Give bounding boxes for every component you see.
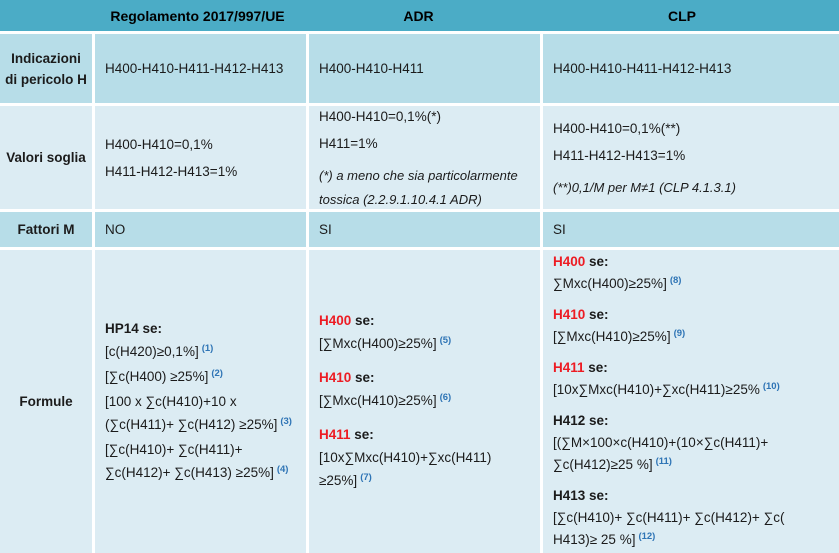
header-regolamento: Regolamento 2017/997/UE: [110, 7, 285, 24]
text-line: H411-H412-H413=1%: [105, 163, 238, 179]
hazard-code: H410: [319, 370, 352, 385]
formula-line: [∑c(H410)+ ∑c(H411)+: [105, 442, 243, 457]
formula-block: H400 se: ∑Mxc(H400)≥25%] (8): [553, 251, 829, 297]
cell-formule-regolamento: HP14 se: [c(H420)≥0,1%] (1) [∑c(H400) ≥25%]…: [95, 250, 306, 553]
row-label-formule: Formule: [0, 250, 92, 553]
table-header-row: Regolamento 2017/997/UE ADR CLP: [0, 0, 839, 31]
hazard-code: H410: [553, 306, 586, 322]
formula-line: ∑c(H412)+ ∑c(H413) ≥25%] (4): [105, 464, 289, 480]
formula-heading: HP14 se:: [105, 317, 296, 340]
text-line: (**)0,1/M per M≠1 (CLP 4.1.3.1): [553, 180, 736, 195]
formula-line: [10x∑Mxc(H410)+∑xc(H411): [319, 450, 492, 465]
heading-suffix: se:: [351, 313, 375, 328]
text-line: H400-H410=0,1%(**): [553, 121, 681, 136]
footnote-ref: (6): [439, 392, 452, 403]
heading-suffix: se:: [585, 306, 609, 322]
footnote-ref: (4): [276, 464, 289, 475]
formula-line: [∑c(H410)+ ∑c(H411)+ ∑c(H412)+ ∑c(: [553, 509, 785, 525]
heading-suffix: se:: [585, 412, 609, 428]
formula-heading: H411 se:: [319, 423, 530, 446]
formula-block: H412 se: [(∑M×100×c(H410)+(10×∑c(H411)+ ∑c…: [553, 410, 829, 478]
cell-indicazioni-regolamento: H400-H410-H411-H412-H413: [95, 34, 306, 103]
formula-line: ∑Mxc(H400)≥25%] (8): [553, 274, 682, 291]
formula-block: H413 se: [∑c(H410)+ ∑c(H411)+ ∑c(H412)+ ∑…: [553, 485, 829, 553]
heading-suffix: se:: [351, 370, 375, 385]
footnote-ref: (8): [669, 274, 682, 286]
footnote-ref: (7): [360, 472, 372, 483]
hazard-code: HP14: [105, 321, 139, 336]
cell-indicazioni-adr: H400-H410-H411: [309, 34, 540, 103]
footnote-ref: (3): [280, 416, 292, 427]
hazard-code: H411: [553, 359, 585, 375]
heading-suffix: se:: [585, 253, 609, 269]
footnote-ref: (10): [762, 380, 780, 392]
row-label-valori-soglia: Valori soglia: [0, 106, 92, 209]
cell-formule-adr: H400 se: [∑Mxc(H400)≥25%] (5) H410 se: [∑Mxc…: [309, 250, 540, 553]
cell-fattori-regolamento: NO: [95, 212, 306, 247]
formula-block: H410 se: [∑Mxc(H410)≥25%] (9): [553, 304, 829, 350]
hazard-code: H413: [553, 487, 586, 503]
formula-line: [∑Mxc(H410)≥25%] (9): [553, 327, 686, 344]
formula-line: [100 x ∑c(H410)+10 x: [105, 394, 237, 409]
formula-heading: H411 se:: [553, 357, 829, 379]
heading-suffix: se:: [584, 359, 608, 375]
formula-heading: H410 se:: [319, 366, 530, 389]
formula-block: H400 se: [∑Mxc(H400)≥25%] (5): [319, 309, 530, 357]
text-line: H400-H410=0,1%: [105, 136, 213, 152]
cell-valori-regolamento: H400-H410=0,1% H411-H412-H413=1%: [95, 106, 306, 209]
header-clp: CLP: [668, 7, 696, 24]
formula-line: [10x∑Mxc(H410)+∑xc(H411)≥25% (10): [553, 380, 780, 397]
text-line: H400-H410=0,1%(*): [319, 109, 441, 124]
header-adr: ADR: [403, 7, 434, 24]
formula-line: [c(H420)≥0,1%] (1): [105, 343, 214, 359]
row-label-fattori-m: Fattori M: [0, 212, 92, 247]
formula-heading: H413 se:: [553, 485, 829, 507]
footnote-ref: (5): [439, 335, 452, 346]
formula-heading: H400 se:: [553, 251, 829, 273]
row-label-indicazioni: Indicazioni di pericolo H: [0, 34, 92, 103]
formula-line: H413)≥ 25 %] (12): [553, 530, 656, 547]
footnote-text: (*) a meno che sia particolarmente tossic…: [319, 164, 530, 209]
text-line: tossica (2.2.9.1.10.4.1 ADR): [319, 192, 482, 207]
cell-indicazioni-clp: H400-H410-H411-H412-H413: [543, 34, 839, 103]
formula-line: ∑c(H412)≥25 %] (11): [553, 455, 672, 472]
cell-fattori-clp: SI: [543, 212, 839, 247]
footnote-ref: (12): [638, 530, 656, 542]
cell-valori-adr: H400-H410=0,1%(*) H411=1% (*) a meno che s…: [309, 106, 540, 209]
formula-heading: H412 se:: [553, 410, 829, 432]
text-line: H411=1%: [319, 136, 378, 151]
formula-line: [∑Mxc(H410)≥25%] (6): [319, 392, 452, 408]
heading-suffix: se:: [585, 487, 609, 503]
formula-heading: H410 se:: [553, 304, 829, 326]
hazard-code: H400: [319, 313, 352, 328]
formula-heading: H400 se:: [319, 309, 530, 332]
footnote-ref: (11): [655, 455, 672, 467]
formula-block: HP14 se: [c(H420)≥0,1%] (1) [∑c(H400) ≥25%]…: [105, 317, 296, 486]
text-line: (*) a meno che sia particolarmente: [319, 168, 518, 183]
formula-line: [(∑M×100×c(H410)+(10×∑c(H411)+: [553, 434, 769, 450]
formula-line: [∑Mxc(H400)≥25%] (5): [319, 335, 452, 351]
footnote-ref: (2): [211, 368, 223, 379]
formula-block: H410 se: [∑Mxc(H410)≥25%] (6): [319, 366, 530, 414]
formula-line: ≥25%] (7): [319, 472, 372, 488]
footnote-ref: (9): [673, 327, 686, 339]
hazard-code: H400: [553, 253, 586, 269]
heading-suffix: se:: [350, 427, 374, 442]
hazard-code: H412: [553, 412, 586, 428]
formula-block: H411 se: [10x∑Mxc(H410)+∑xc(H411)≥25% (10): [553, 357, 829, 403]
footnote-text: (**)0,1/M per M≠1 (CLP 4.1.3.1): [553, 176, 829, 200]
cell-fattori-adr: SI: [309, 212, 540, 247]
formula-line: (∑c(H411)+ ∑c(H412) ≥25%] (3): [105, 416, 292, 432]
footnote-ref: (1): [201, 343, 214, 354]
cell-formule-clp: H400 se: ∑Mxc(H400)≥25%] (8) H410 se: [∑Mxc(…: [543, 250, 839, 553]
formula-block: H411 se: [10x∑Mxc(H410)+∑xc(H411) ≥25%] (7): [319, 423, 530, 494]
text-line: H411-H412-H413=1%: [553, 148, 686, 163]
hazard-code: H411: [319, 427, 351, 442]
heading-suffix: se:: [138, 321, 163, 336]
cell-valori-clp: H400-H410=0,1%(**) H411-H412-H413=1% (**)0…: [543, 106, 839, 209]
formula-line: [∑c(H400) ≥25%] (2): [105, 368, 223, 384]
